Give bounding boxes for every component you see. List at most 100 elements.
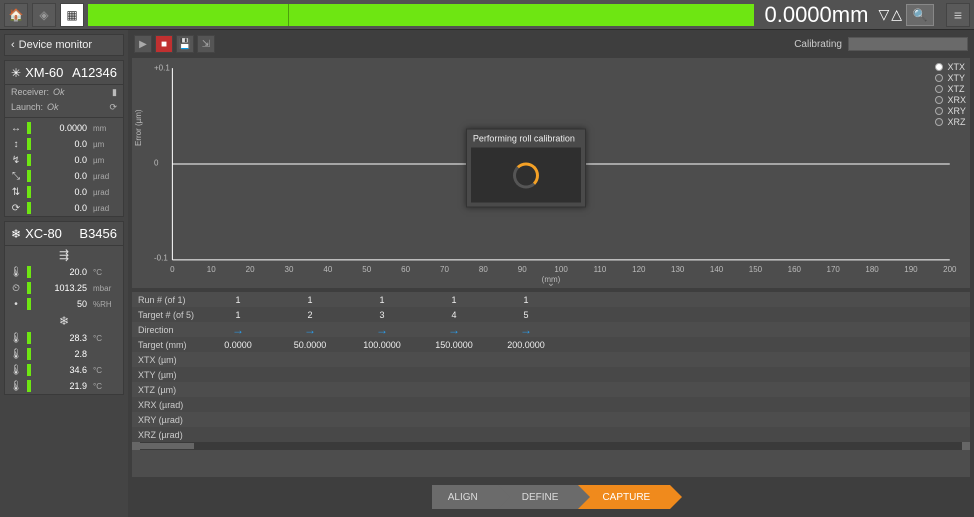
- reading-value: 0.0: [35, 139, 89, 149]
- reading-bar: [27, 186, 31, 198]
- axis-indicator-bar: [88, 4, 754, 26]
- x-tick: 30: [285, 265, 294, 274]
- reading-value: 0.0000: [35, 123, 89, 133]
- export-button[interactable]: ⇲: [197, 35, 215, 53]
- legend-label: XRZ: [947, 117, 965, 127]
- play-button[interactable]: ▶: [134, 35, 152, 53]
- home-button[interactable]: 🏠: [4, 3, 28, 27]
- mode-button[interactable]: ▦: [60, 3, 84, 27]
- x-tick: 20: [246, 265, 255, 274]
- reading-bar: [27, 138, 31, 150]
- reading-unit: µm: [93, 156, 119, 165]
- grid-row: XRZ (µrad): [132, 427, 970, 442]
- legend-item[interactable]: XTZ: [935, 84, 966, 94]
- reading-value: 21.9: [35, 381, 89, 391]
- reading-unit: µrad: [93, 188, 119, 197]
- device-serial: A12346: [72, 65, 117, 80]
- step-align[interactable]: ALIGN: [432, 485, 498, 509]
- down-triangle-icon[interactable]: ▽: [878, 6, 889, 23]
- legend-radio-icon: [935, 96, 943, 104]
- reading-bar: [27, 298, 31, 310]
- reading-bar: [27, 154, 31, 166]
- legend-item[interactable]: XRY: [935, 106, 966, 116]
- reading-icon: ↕: [9, 139, 23, 150]
- reading-row: ⟳0.0µrad: [5, 200, 123, 216]
- receiver-value: Ok: [49, 87, 112, 98]
- receiver-label: Receiver:: [11, 87, 49, 98]
- popup-title: Performing roll calibration: [467, 130, 585, 148]
- grid-row-label: XTZ (µm): [132, 385, 202, 395]
- legend-label: XRY: [947, 106, 965, 116]
- up-triangle-icon[interactable]: △: [891, 6, 902, 23]
- stop-button[interactable]: ■: [155, 35, 173, 53]
- legend-label: XRX: [947, 95, 966, 105]
- legend-item[interactable]: XTX: [935, 62, 966, 72]
- step-capture[interactable]: CAPTURE: [578, 485, 670, 509]
- y-axis-label: Error (µm): [134, 109, 143, 146]
- reading-row: ⇅0.0µrad: [5, 184, 123, 200]
- nav-button[interactable]: ◈: [32, 3, 56, 27]
- grid-cell: 1: [418, 295, 490, 305]
- grid-cell: 5: [490, 310, 562, 320]
- calibrating-progress: [848, 37, 968, 51]
- reading-value: 0.0: [35, 203, 89, 213]
- reading-icon: ↯: [9, 155, 23, 166]
- sidebar-title[interactable]: ‹ Device monitor: [5, 35, 123, 55]
- reading-bar: [27, 380, 31, 392]
- reading-unit: µm: [93, 140, 119, 149]
- sidebar: ‹ Device monitor ✳ XM-60 A12346 Receiver…: [0, 30, 128, 517]
- grid-cell: →: [202, 323, 274, 337]
- reading-bar: [27, 122, 31, 134]
- reading-value: 2.8: [35, 349, 89, 359]
- reading-unit: µrad: [93, 172, 119, 181]
- chart-panel: Error (µm) 01020304050607080901001101201…: [132, 58, 970, 288]
- scroll-thumb[interactable]: [134, 443, 194, 449]
- menu-button[interactable]: ≡: [946, 3, 970, 27]
- x-tick: 160: [788, 265, 801, 274]
- reading-row: 🌡21.9°C: [5, 378, 123, 394]
- grid-cell: 1: [490, 295, 562, 305]
- reading-unit: °C: [93, 268, 119, 277]
- reading-value: 1013.25: [35, 283, 89, 293]
- calibration-popup: Performing roll calibration: [466, 129, 586, 208]
- grid-cell: →: [418, 323, 490, 337]
- reading-icon: •: [9, 299, 23, 310]
- reading-unit: °C: [93, 334, 119, 343]
- x-tick: 50: [362, 265, 371, 274]
- legend-label: XTZ: [947, 84, 964, 94]
- legend-item[interactable]: XTY: [935, 73, 966, 83]
- save-button[interactable]: 💾: [176, 35, 194, 53]
- legend-radio-icon: [935, 85, 943, 93]
- grid-cell: →: [490, 323, 562, 337]
- search-button[interactable]: 🔍: [906, 4, 934, 26]
- reading-bar: [27, 364, 31, 376]
- reading-icon: 🌡: [9, 365, 23, 376]
- reading-icon: ⟳: [9, 203, 23, 214]
- reading-icon: ⤡: [9, 171, 23, 182]
- reading-bar: [27, 332, 31, 344]
- x-tick: 60: [401, 265, 410, 274]
- step-define[interactable]: DEFINE: [498, 485, 579, 509]
- reading-unit: mbar: [93, 284, 119, 293]
- horizontal-scrollbar[interactable]: [132, 442, 970, 450]
- x-tick: 180: [865, 265, 878, 274]
- refresh-icon[interactable]: ⟳: [109, 102, 117, 113]
- grid-row-label: XRX (µrad): [132, 400, 202, 410]
- device-name: XC-80: [25, 226, 62, 241]
- top-toolbar: 🏠 ◈ ▦ 0.0000mm ▽ △ 🔍 ≡: [0, 0, 974, 30]
- reading-icon: 🌡: [9, 267, 23, 278]
- x-tick: 140: [710, 265, 723, 274]
- reading-value: 28.3: [35, 333, 89, 343]
- legend-item[interactable]: XRX: [935, 95, 966, 105]
- reading-value: 34.6: [35, 365, 89, 375]
- reading-row: ⏲1013.25mbar: [5, 280, 123, 296]
- x-tick: 200: [943, 265, 956, 274]
- grid-row-label: Direction: [132, 325, 202, 335]
- grid-row-label: XTY (µm): [132, 370, 202, 380]
- back-icon: ‹: [11, 39, 15, 51]
- scroll-right-button[interactable]: [962, 442, 970, 450]
- reading-bar: [27, 202, 31, 214]
- legend-item[interactable]: XRZ: [935, 117, 966, 127]
- footer-steps: ALIGNDEFINECAPTURE: [132, 481, 970, 513]
- grid-cell: →: [274, 323, 346, 337]
